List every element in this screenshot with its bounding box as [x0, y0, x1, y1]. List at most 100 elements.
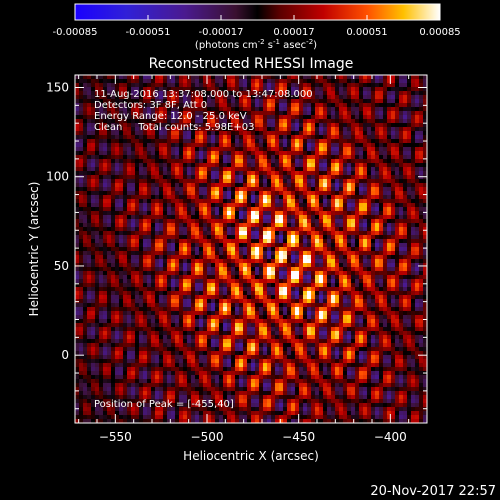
heatmap-cell [295, 75, 299, 79]
heatmap-cell [171, 283, 175, 287]
heatmap-cell [183, 215, 187, 219]
heatmap-cell [247, 239, 251, 243]
heatmap-cell [375, 287, 379, 291]
heatmap-cell [159, 83, 163, 87]
heatmap-cell [327, 87, 331, 91]
heatmap-cell [211, 255, 215, 259]
heatmap-cell [199, 83, 203, 87]
heatmap-cell [371, 159, 375, 163]
heatmap-cell [167, 271, 171, 275]
heatmap-cell [387, 279, 391, 283]
heatmap-cell [343, 127, 347, 131]
heatmap-cell [371, 279, 375, 283]
heatmap-cell [279, 299, 283, 303]
heatmap-cell [191, 155, 195, 159]
heatmap-cell [375, 175, 379, 179]
heatmap-cell [151, 239, 155, 243]
heatmap-cell [171, 195, 175, 199]
heatmap-cell [239, 99, 243, 103]
heatmap-cell [207, 231, 211, 235]
heatmap-cell [251, 95, 255, 99]
heatmap-cell [347, 239, 351, 243]
heatmap-cell [223, 251, 227, 255]
heatmap-cell [371, 155, 375, 159]
heatmap-cell [275, 87, 279, 91]
heatmap-cell [383, 211, 387, 215]
heatmap-cell [327, 287, 331, 291]
heatmap-cell [387, 275, 391, 279]
heatmap-cell [395, 223, 399, 227]
heatmap-cell [203, 103, 207, 107]
heatmap-cell [143, 179, 147, 183]
heatmap-cell [263, 143, 267, 147]
heatmap-cell [383, 203, 387, 207]
heatmap-cell [275, 227, 279, 231]
heatmap-cell [91, 207, 95, 211]
heatmap-cell [375, 211, 379, 215]
heatmap-cell [311, 207, 315, 211]
heatmap-cell [379, 127, 383, 131]
heatmap-cell [307, 259, 311, 263]
heatmap-cell [379, 119, 383, 123]
heatmap-cell [339, 115, 343, 119]
heatmap-cell [135, 247, 139, 251]
heatmap-cell [199, 295, 203, 299]
heatmap-cell [379, 99, 383, 103]
heatmap-cell [223, 275, 227, 279]
heatmap-cell [215, 251, 219, 255]
heatmap-cell [375, 223, 379, 227]
heatmap-cell [115, 251, 119, 255]
heatmap-cell [399, 219, 403, 223]
heatmap-cell [223, 87, 227, 91]
heatmap-cell [419, 83, 423, 87]
heatmap-cell [367, 191, 371, 195]
heatmap-cell [235, 279, 239, 283]
heatmap-cell [303, 103, 307, 107]
heatmap-cell [235, 207, 239, 211]
heatmap-cell [111, 123, 115, 127]
heatmap-cell [215, 159, 219, 163]
heatmap-cell [255, 131, 259, 135]
heatmap-cell [291, 95, 295, 99]
heatmap-cell [279, 295, 283, 299]
heatmap-cell [247, 167, 251, 171]
heatmap-cell [187, 299, 191, 303]
heatmap-cell [411, 123, 415, 127]
heatmap-cell [387, 167, 391, 171]
heatmap-cell [119, 151, 123, 155]
heatmap-cell [75, 167, 79, 171]
heatmap-cell [167, 243, 171, 247]
heatmap-cell [151, 147, 155, 151]
heatmap-cell [151, 207, 155, 211]
heatmap-cell [391, 259, 395, 263]
heatmap-cell [391, 79, 395, 83]
heatmap-cell [279, 267, 283, 271]
heatmap-cell [167, 171, 171, 175]
heatmap-cell [407, 167, 411, 171]
heatmap-cell [115, 123, 119, 127]
heatmap-cell [331, 179, 335, 183]
heatmap-cell [103, 147, 107, 151]
heatmap-cell [199, 131, 203, 135]
heatmap-cell [155, 263, 159, 267]
heatmap-cell [207, 243, 211, 247]
heatmap-cell [407, 195, 411, 199]
heatmap-cell [123, 295, 127, 299]
heatmap-cell [123, 179, 127, 183]
heatmap-cell [151, 87, 155, 91]
heatmap-cell [83, 87, 87, 91]
heatmap-cell [103, 203, 107, 207]
heatmap-cell [299, 219, 303, 223]
heatmap-cell [383, 215, 387, 219]
heatmap-cell [119, 111, 123, 115]
heatmap-cell [155, 211, 159, 215]
heatmap-cell [95, 139, 99, 143]
heatmap-cell [411, 195, 415, 199]
heatmap-cell [291, 223, 295, 227]
heatmap-cell [319, 267, 323, 271]
heatmap-cell [191, 299, 195, 303]
heatmap-cell [291, 183, 295, 187]
heatmap-cell [259, 211, 263, 215]
heatmap-cell [143, 207, 147, 211]
heatmap-cell [399, 75, 403, 79]
